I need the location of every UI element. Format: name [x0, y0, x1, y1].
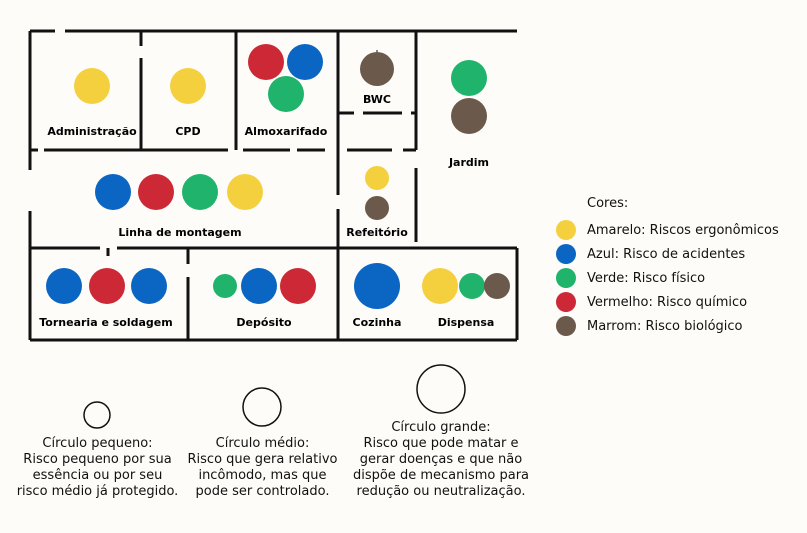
risk-circle-linha_montagem-amarelo [227, 174, 263, 210]
size-note-medio: Círculo médio: Risco que gera relativo i… [175, 436, 350, 500]
legend-label-amarelo: Amarelo: Riscos ergonômicos [587, 222, 779, 238]
legend-item-amarelo: Amarelo: Riscos ergonômicos [556, 220, 779, 240]
size-note-line: Risco que pode matar e [363, 436, 519, 451]
risk-circle-almoxarifado-azul [287, 44, 323, 80]
size-note-title: Círculo grande: [391, 420, 491, 435]
size-circle-medio [242, 387, 282, 427]
size-note-line: Risco que gera relativo [187, 452, 338, 467]
legend-title: Cores: [587, 196, 629, 211]
legend-item-verde: Verde: Risco físico [556, 268, 705, 288]
room-label-almoxarifado: Almoxarifado [245, 125, 328, 138]
legend-label-marrom: Marrom: Risco biológico [587, 318, 743, 334]
room-label-tornearia: Tornearia e soldagem [39, 316, 172, 329]
legend-dot-amarelo [556, 220, 576, 240]
risk-circle-cpd-amarelo [170, 68, 206, 104]
risk-circle-administracao-amarelo [74, 68, 110, 104]
size-note-pequeno: Círculo pequeno: Risco pequeno por sua e… [10, 436, 185, 500]
room-label-dispensa: Dispensa [438, 316, 495, 329]
risk-circle-almoxarifado-vermelho [248, 44, 284, 80]
room-label-administracao: Administração [47, 125, 137, 138]
risk-circle-tornearia-azul [131, 268, 167, 304]
risk-circle-jardim-verde [451, 60, 487, 96]
room-label-linha-montagem: Linha de montagem [118, 226, 241, 239]
risk-circle-almoxarifado-verde [268, 76, 304, 112]
size-circle-grande [416, 364, 466, 414]
size-note-title: Círculo pequeno: [42, 436, 153, 451]
legend-label-vermelho: Vermelho: Risco químico [587, 294, 748, 310]
size-note-line: Risco pequeno por sua [23, 452, 172, 467]
size-note-line: pode ser controlado. [195, 484, 330, 499]
risk-circle-deposito-verde [213, 274, 237, 298]
risk-circles [46, 44, 510, 309]
size-note-title: Círculo médio: [215, 436, 310, 451]
size-note-line: essência ou por seu [32, 468, 163, 483]
legend-item-marrom: Marrom: Risco biológico [556, 316, 743, 336]
room-label-cpd: CPD [175, 125, 200, 138]
size-note-grande: Círculo grande: Risco que pode matar e g… [341, 420, 541, 500]
size-note-line: incômodo, mas que [198, 468, 327, 483]
legend-item-azul: Azul: Risco de acidentes [556, 244, 745, 264]
size-note-line: risco médio já protegido. [16, 484, 179, 499]
risk-circle-tornearia-vermelho [89, 268, 125, 304]
legend-item-vermelho: Vermelho: Risco químico [556, 292, 747, 312]
risk-circle-linha_montagem-verde [182, 174, 218, 210]
legend-label-verde: Verde: Risco físico [587, 270, 706, 286]
risk-circle-cozinha-azul [354, 263, 400, 309]
room-label-cozinha: Cozinha [353, 316, 402, 329]
risk-circle-dispensa-amarelo [422, 268, 458, 304]
legend-label-azul: Azul: Risco de acidentes [587, 246, 746, 262]
room-label-bwc: BWC [363, 93, 391, 106]
legend-dot-verde [556, 268, 576, 288]
legend-dot-marrom [556, 316, 576, 336]
risk-circle-jardim-marrom [451, 98, 487, 134]
room-label-jardim: Jardim [448, 156, 489, 169]
room-labels: Administração CPD Almoxarifado BWC Jardi… [39, 93, 494, 329]
size-note-line: redução ou neutralização. [356, 484, 526, 499]
size-legend-circles [83, 364, 466, 429]
legend-dot-azul [556, 244, 576, 264]
risk-circle-deposito-azul [241, 268, 277, 304]
risk-circle-bwc-marrom [360, 52, 394, 86]
risk-circle-dispensa-marrom [484, 273, 510, 299]
risk-circle-tornearia-azul [46, 268, 82, 304]
size-circle-pequeno [83, 401, 111, 429]
risk-circle-refeitorio-marrom [365, 196, 389, 220]
risk-circle-refeitorio-amarelo [365, 166, 389, 190]
room-label-refeitorio: Refeitório [346, 226, 408, 239]
risk-circle-dispensa-verde [459, 273, 485, 299]
size-note-line: dispõe de mecanismo para [352, 468, 530, 483]
risk-circle-deposito-vermelho [280, 268, 316, 304]
legend-dot-vermelho [556, 292, 576, 312]
risk-circle-linha_montagem-azul [95, 174, 131, 210]
size-note-line: gerar doenças e que não [359, 452, 523, 467]
risk-circle-linha_montagem-vermelho [138, 174, 174, 210]
walls [28, 29, 519, 342]
room-label-deposito: Depósito [236, 316, 292, 329]
